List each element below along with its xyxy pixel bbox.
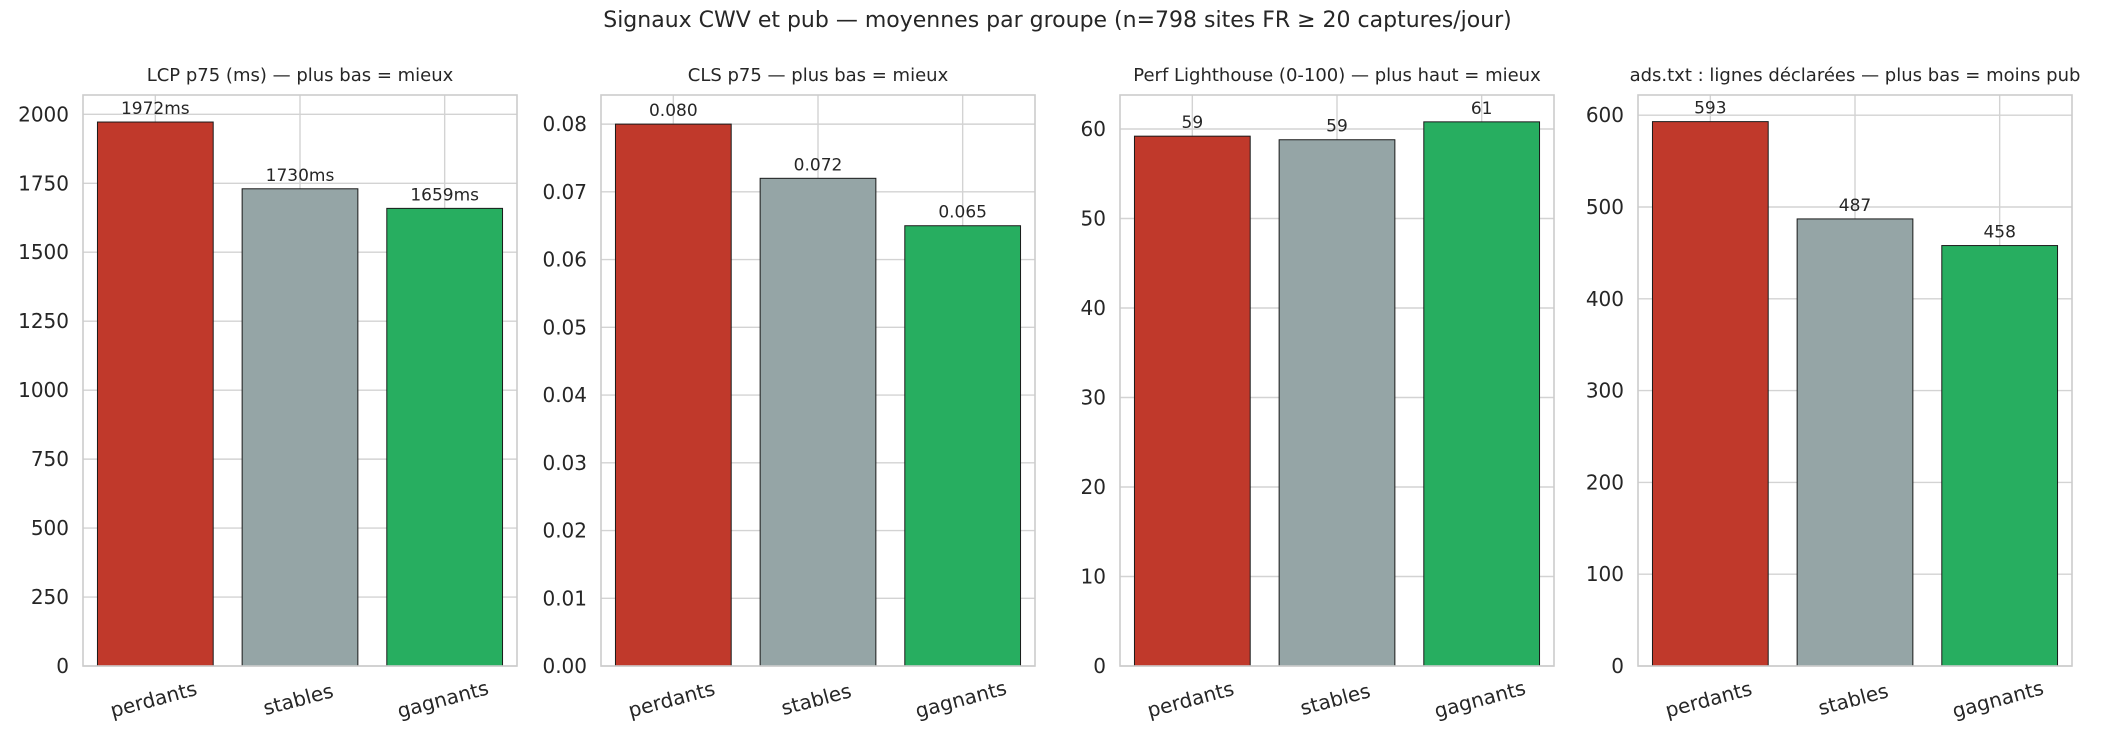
x-tick-label: stables [1298,678,1373,720]
y-tick-label: 0.03 [542,451,587,475]
bar-value-label: 0.080 [649,101,698,121]
bar-stables [1796,218,1914,667]
x-tick-label: stables [1816,678,1891,720]
y-tick-label: 0.06 [542,248,587,272]
y-tick-label: 250 [31,585,69,609]
bar-value-label: 593 [1694,99,1726,119]
figure-title: Signaux CWV et pub — moyennes par groupe… [603,8,1512,33]
y-tick-label: 0.01 [542,586,587,610]
y-tick-label: 0.02 [542,519,587,543]
bar-stables [241,188,359,667]
bar-perdants [96,121,214,667]
y-tick-label: 50 [1081,207,1106,231]
y-tick-label: 60 [1081,117,1106,141]
bar-gagnants [1941,245,2059,667]
x-tick-label: gagnants [1950,676,2047,723]
y-tick-label: 1500 [18,240,69,264]
bar-stables [759,177,877,667]
x-tick-label: perdants [1145,676,1237,722]
bar-gagnants [386,207,504,667]
bar-value-label: 1730ms [266,166,335,186]
y-tick-label: 0.05 [542,315,587,339]
y-tick-label: 0 [56,654,69,678]
bar-perdants [1133,135,1251,667]
y-tick-label: 200 [1586,470,1624,494]
axes-frame [1119,94,1555,667]
y-tick-label: 2000 [18,102,69,126]
y-tick-label: 1250 [18,309,69,333]
x-tick-label: stables [779,678,854,720]
y-tick-label: 600 [1586,103,1624,127]
bar-value-label: 59 [1326,117,1348,137]
y-tick-label: 1000 [18,378,69,402]
y-tick-label: 750 [31,447,69,471]
x-tick-label: gagnants [913,676,1010,723]
y-tick-label: 0.04 [542,383,587,407]
bar-stables [1278,139,1396,667]
axes-frame [600,94,1036,667]
x-tick-label: perdants [108,676,200,722]
y-tick-label: 0.08 [542,112,587,136]
y-tick-label: 10 [1081,565,1106,589]
y-tick-label: 30 [1081,386,1106,410]
y-tick-label: 0 [1093,654,1106,678]
bar-value-label: 0.065 [938,203,987,223]
bar-value-label: 1659ms [410,185,479,205]
bar-perdants [1651,121,1769,667]
x-tick-label: perdants [1663,676,1755,722]
y-tick-label: 0.00 [542,654,587,678]
x-tick-label: gagnants [395,676,492,723]
axes-frame [1637,94,2073,667]
y-tick-label: 1750 [18,171,69,195]
panel-title: ads.txt : lignes déclarées — plus bas = … [1630,65,2081,86]
x-tick-label: perdants [626,676,718,722]
bar-value-label: 61 [1471,99,1493,119]
panel-title: LCP p75 (ms) — plus bas = mieux [147,65,454,86]
bar-value-label: 458 [1983,223,2015,243]
y-tick-label: 500 [1586,195,1624,219]
bar-value-label: 1972ms [121,99,190,119]
y-tick-label: 400 [1586,287,1624,311]
y-tick-label: 20 [1081,475,1106,499]
bar-value-label: 487 [1839,196,1871,216]
bar-value-label: 59 [1182,113,1204,133]
y-tick-label: 500 [31,516,69,540]
y-tick-label: 300 [1586,379,1624,403]
x-tick-label: gagnants [1432,676,1529,723]
panel-title: CLS p75 — plus bas = mieux [688,65,949,86]
bar-gagnants [904,225,1022,667]
y-tick-label: 100 [1586,562,1624,586]
bar-value-label: 0.072 [794,155,843,175]
bar-gagnants [1423,121,1541,667]
panel-title: Perf Lighthouse (0-100) — plus haut = mi… [1133,65,1541,86]
x-tick-label: stables [261,678,336,720]
y-tick-label: 0.07 [542,180,587,204]
bar-perdants [614,123,732,667]
y-tick-label: 40 [1081,296,1106,320]
y-tick-label: 0 [1611,654,1624,678]
axes-frame [82,94,518,667]
